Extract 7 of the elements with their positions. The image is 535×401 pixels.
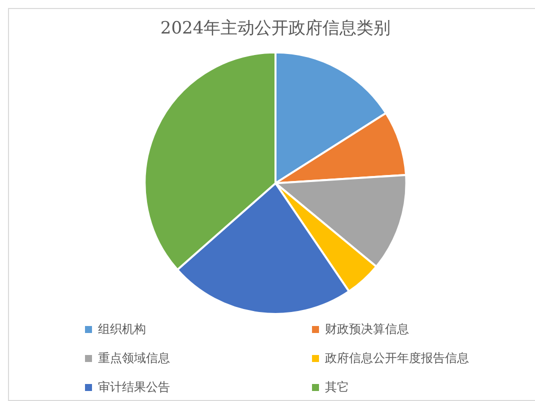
legend-label: 财政预决算信息 [325, 320, 409, 338]
legend-label: 审计结果公告 [98, 378, 170, 396]
legend-label: 政府信息公开年度报告信息 [325, 350, 469, 366]
chart-title: 2024年主动公开政府信息类别 [160, 18, 391, 39]
legend-label: 其它 [325, 378, 349, 396]
legend-label: 重点领域信息 [98, 350, 170, 366]
legend-label: 组织机构 [98, 320, 146, 338]
